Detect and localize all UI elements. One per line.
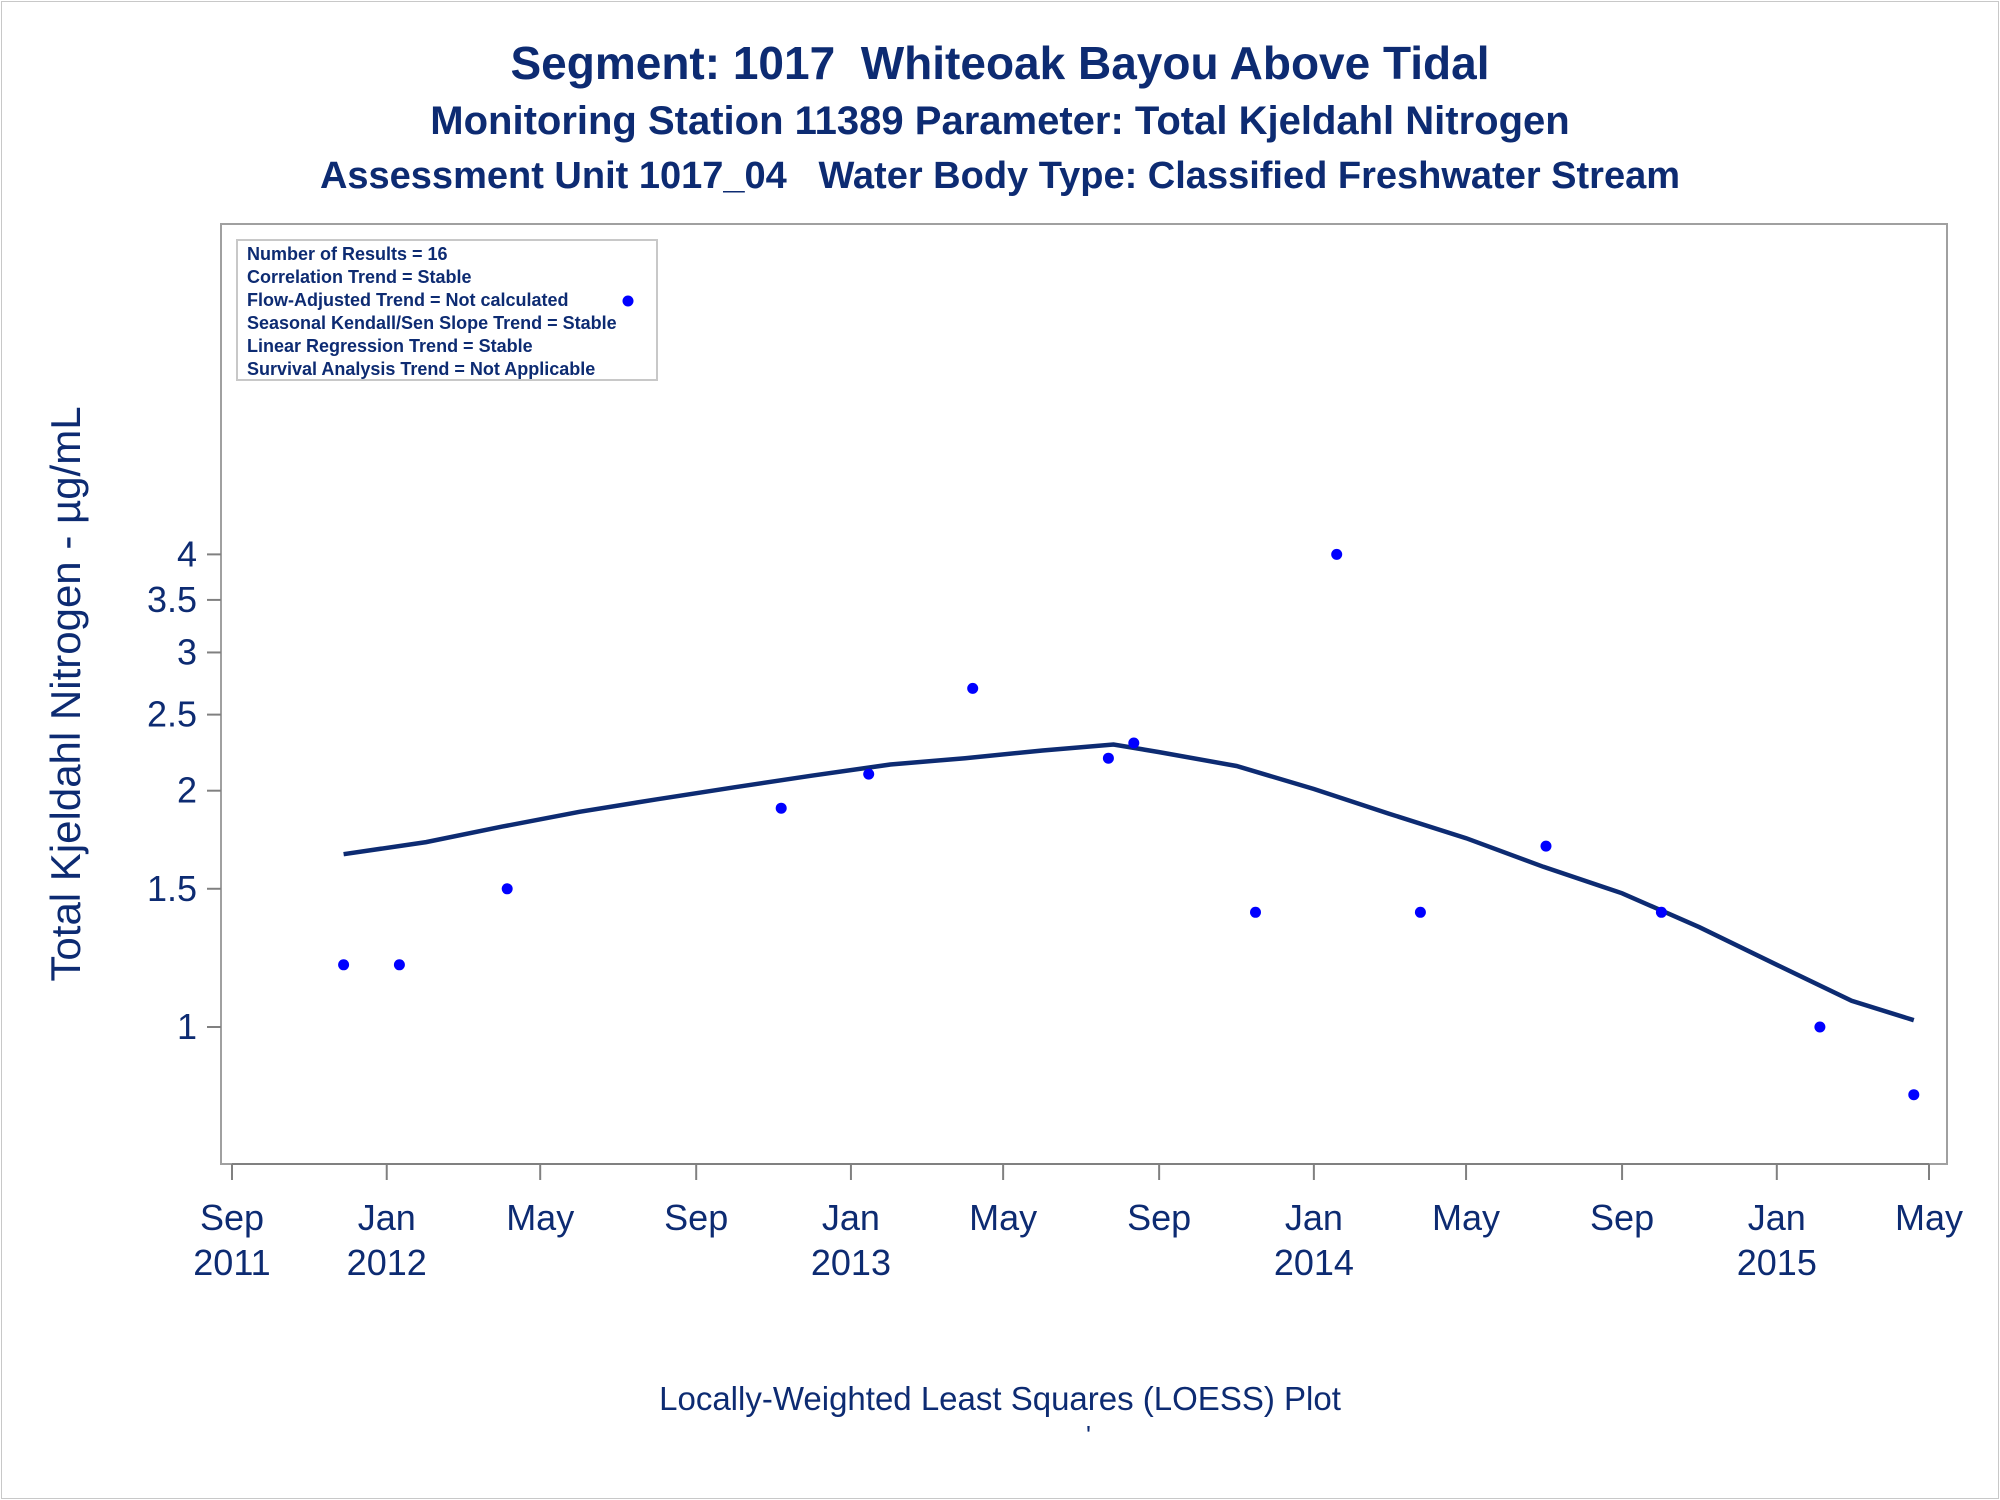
y-axis-title: Total Kjeldahl Nitrogen - µg/mL: [42, 406, 89, 981]
x-tick-year-label: 2012: [347, 1242, 427, 1283]
footnote-mark: ': [1086, 1420, 1091, 1450]
footnote: Locally-Weighted Least Squares (LOESS) P…: [659, 1380, 1341, 1417]
data-point: [1814, 1021, 1826, 1033]
x-tick-label: May: [1432, 1197, 1500, 1238]
data-point: [1102, 752, 1114, 764]
stats-line: Number of Results = 16: [247, 244, 448, 264]
x-tick-label: Jan: [822, 1197, 880, 1238]
data-point: [338, 959, 350, 971]
x-tick-label: May: [1895, 1197, 1963, 1238]
stats-box-border: [236, 239, 658, 381]
y-axis: 1 1.5 2 2.5 3 3.5 4: [147, 533, 221, 1047]
stats-box: Number of Results = 16 Correlation Trend …: [236, 239, 658, 381]
y-tick-label: 4: [177, 533, 197, 574]
loess-line: [343, 742, 1915, 1023]
x-tick-label: Sep: [664, 1197, 728, 1238]
stats-line: Linear Regression Trend = Stable: [247, 336, 533, 356]
data-point: [1908, 1089, 1920, 1101]
data-point: [1331, 548, 1343, 560]
x-tick-year-label: 2013: [811, 1242, 891, 1283]
x-tick-label: Sep: [200, 1197, 264, 1238]
x-tick-label: Sep: [1127, 1197, 1191, 1238]
x-tick-label: May: [506, 1197, 574, 1238]
stats-line: Correlation Trend = Stable: [247, 267, 472, 287]
data-points: [338, 548, 1920, 1101]
y-tick-label: 3.5: [147, 579, 197, 620]
x-tick-label: Jan: [1748, 1197, 1806, 1238]
data-point: [1250, 906, 1261, 918]
data-point: [1540, 840, 1552, 852]
x-tick-label: May: [969, 1197, 1037, 1238]
y-tick-label: 1: [177, 1006, 197, 1047]
stats-line: Seasonal Kendall/Sen Slope Trend = Stabl…: [247, 313, 617, 333]
x-tick-year-label: 2011: [193, 1242, 270, 1283]
chart-subtitle-2: Assessment Unit 1017_04 Water Body Type:…: [319, 155, 1681, 197]
x-tick-year-label: 2015: [1737, 1242, 1817, 1283]
data-point: [775, 802, 787, 814]
x-tick-label: Sep: [1590, 1197, 1654, 1238]
data-point: [967, 682, 979, 694]
y-tick-label: 2: [177, 770, 197, 811]
chart-subtitle: Monitoring Station 11389 Parameter: Tota…: [430, 99, 1570, 143]
stats-line: Survival Analysis Trend = Not Applicable: [247, 359, 595, 379]
x-tick-label: Jan: [358, 1197, 416, 1238]
y-tick-label: 2.5: [147, 694, 197, 735]
y-tick-label: 1.5: [147, 868, 197, 909]
data-point: [501, 883, 513, 895]
data-point: [1655, 906, 1667, 918]
stats-line: Flow-Adjusted Trend = Not calculated: [247, 290, 569, 310]
chart-title: Segment: 1017 Whiteoak Bayou Above Tidal: [510, 37, 1490, 89]
stats-marker-symbol: [622, 295, 634, 307]
data-point: [1128, 737, 1140, 749]
data-point: [863, 768, 875, 780]
data-point: [1414, 906, 1426, 918]
x-tick-label: Jan: [1285, 1197, 1343, 1238]
data-point: [393, 959, 405, 971]
y-tick-label: 3: [177, 631, 197, 672]
x-tick-year-label: 2014: [1274, 1242, 1354, 1283]
